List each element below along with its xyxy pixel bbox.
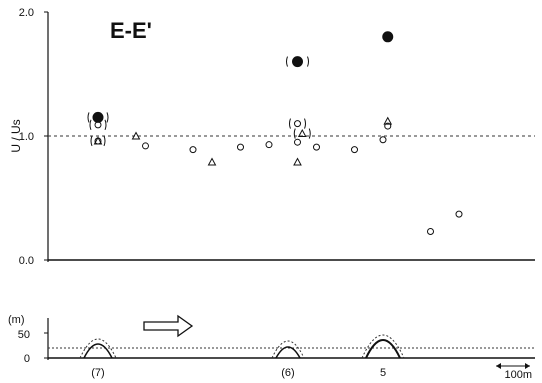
profile-unit-label: (m) (8, 314, 25, 326)
circle-point (384, 122, 392, 130)
point-bracket-left (293, 128, 296, 139)
point-bracket-left (89, 119, 92, 131)
circle-point (294, 120, 301, 128)
data-points (92, 31, 463, 235)
circle-point (379, 136, 387, 144)
y-ticks: 0.0 1.0 2.0 (19, 7, 48, 267)
sandbar-profile-5 (365, 339, 401, 359)
point-bracket-left (87, 112, 90, 123)
circle-point (313, 143, 320, 151)
circle-point (427, 227, 434, 235)
circle-point (189, 146, 197, 154)
filled-circle-point (92, 111, 104, 123)
triangle-point (131, 131, 141, 140)
point-bracket-right (106, 112, 109, 123)
point-bracket-left (90, 135, 93, 147)
scale-bar-label: 100m (504, 369, 532, 381)
triangle-point (293, 157, 302, 166)
profile-tick-label-50: 50 (18, 329, 30, 341)
circle-point (294, 138, 301, 146)
point-bracket-right (304, 118, 306, 129)
sandbar-outline-5 (361, 334, 405, 359)
circle-point (455, 210, 463, 218)
circle-point (265, 141, 273, 149)
upper-plot: 0.0 1.0 2.0 E-E' U / Us (9, 7, 535, 267)
triangle-point (93, 136, 103, 145)
y-tick-label-1: 1.0 (19, 131, 34, 143)
profile-tick-label-0: 0 (24, 353, 30, 365)
point-bracket-right (308, 128, 311, 139)
point-bracket-left (286, 56, 288, 67)
profile-plot: (m) 50 0 (7) (6) 5 100m (8, 314, 535, 381)
y-tick-label-0: 0.0 (19, 255, 34, 267)
flow-direction-arrow (143, 314, 194, 338)
filled-circle-point (382, 31, 394, 43)
point-bracket-right (307, 56, 309, 67)
chart-title: E-E' (110, 18, 152, 43)
point-bracket-right (104, 119, 107, 131)
station-label-6: (6) (281, 367, 294, 379)
point-bracket-right (103, 135, 106, 147)
triangle-point (383, 116, 393, 125)
station-label-7: (7) (91, 367, 104, 379)
filled-circle-point (292, 56, 303, 68)
point-bracket-left (289, 118, 291, 129)
circle-point (142, 142, 149, 150)
scale-bar (496, 363, 530, 369)
sandbar-outline-6 (271, 340, 305, 359)
y-tick-label-2: 2.0 (19, 7, 34, 19)
circle-point (351, 146, 358, 154)
sandbar-profile-6 (275, 346, 301, 359)
station-label-5: 5 (380, 367, 386, 379)
triangle-point (207, 157, 217, 166)
triangle-point (297, 128, 307, 138)
y-axis-label: U / Us (9, 119, 23, 152)
circle-point (237, 143, 244, 151)
point-brackets (87, 56, 311, 147)
sandbar-profile-7 (83, 343, 113, 359)
